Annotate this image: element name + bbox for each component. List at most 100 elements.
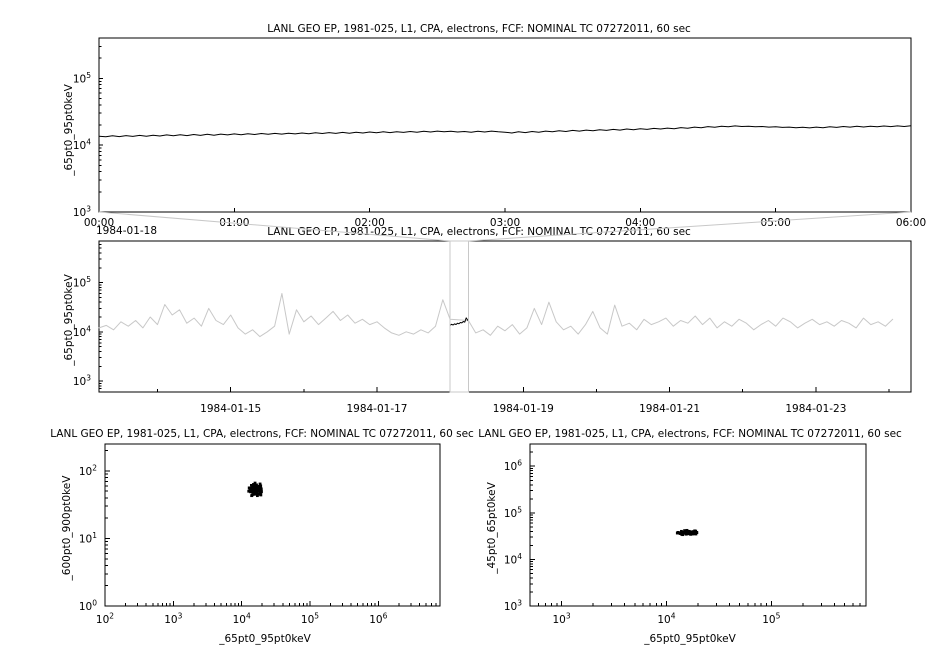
scatter-point (247, 486, 251, 490)
scatter-point (251, 489, 255, 493)
context-panel-axes (98, 240, 912, 393)
bottom-left-xtick-label: 105 (301, 612, 319, 627)
bottom-right-ytick-label: 104 (504, 552, 522, 567)
top-panel-xtick-label: 02:00 (355, 217, 385, 229)
top-panel-trace (98, 125, 912, 138)
scatter-point (259, 493, 263, 497)
scatter-point (249, 490, 252, 494)
scatter-point (688, 532, 692, 536)
context-panel-ytick-label: 104 (73, 324, 91, 339)
scatter-point (255, 494, 259, 498)
scatter-point (258, 485, 262, 489)
top-panel-xtick-label: 05:00 (761, 217, 791, 229)
context-panel-xtick-label: 1984-01-19 (493, 403, 554, 415)
scatter-point (255, 483, 258, 487)
scatter-point (256, 485, 260, 489)
bottom-right-xlabel: _65pt0_95pt0keV (643, 633, 736, 645)
scatter-point (685, 531, 689, 535)
bottom-right-xtick-label: 105 (762, 612, 780, 627)
top-panel-ticks (98, 37, 912, 213)
bottom-left-xtick-label: 106 (369, 612, 387, 627)
scatter-point (252, 484, 256, 488)
bottom-right-points (675, 528, 699, 537)
bottom-left-ytick-label: 102 (79, 463, 97, 478)
context-panel-xtick-label: 1984-01-21 (639, 403, 700, 415)
panel-top-timeseries: LANL GEO EP, 1981-025, L1, CPA, electron… (63, 23, 926, 237)
context-panel-title: LANL GEO EP, 1981-025, L1, CPA, electron… (267, 226, 691, 238)
scatter-point (253, 492, 256, 496)
scatter-point (252, 483, 255, 486)
scatter-point (687, 530, 691, 534)
scatter-point (250, 483, 253, 487)
scatter-point (260, 490, 263, 494)
top-panel-title: LANL GEO EP, 1981-025, L1, CPA, electron… (267, 23, 691, 35)
scatter-point (255, 487, 259, 491)
zoom-connector-lines (98, 211, 912, 242)
bottom-left-ticks (104, 450, 441, 607)
scatter-point (250, 494, 254, 498)
context-panel-trace (98, 293, 894, 338)
scatter-point (682, 531, 686, 535)
scatter-point (248, 488, 252, 491)
context-panel-selected-trace (449, 317, 469, 326)
scatter-point (680, 529, 683, 533)
scatter-point (254, 484, 258, 488)
scatter-point (258, 482, 262, 486)
top-panel-xtick-label: 03:00 (490, 217, 520, 229)
panel-bottom-right-scatter: LANL GEO EP, 1981-025, L1, CPA, electron… (478, 428, 902, 645)
top-panel-xtick-label: 06:00 (896, 217, 926, 229)
top-panel-date-label: 1984-01-18 (96, 225, 157, 237)
bottom-left-ylabel: _600pt0_900pt0keV (61, 475, 73, 582)
scatter-point (253, 491, 257, 494)
scatter-point (695, 531, 699, 535)
context-panel-ticklabels: 1984-01-15 1984-01-17 1984-01-19 1984-01-21… (73, 275, 847, 415)
bottom-right-xtick-label: 103 (552, 612, 570, 627)
bottom-right-ytick-label: 105 (504, 505, 522, 520)
panel-context-timeseries: LANL GEO EP, 1981-025, L1, CPA, electron… (63, 211, 912, 415)
bottom-left-axes (104, 443, 441, 607)
scatter-point (683, 529, 686, 533)
bottom-right-ytick-label: 103 (504, 599, 522, 614)
zoom-window-box[interactable] (449, 240, 469, 393)
bottom-left-ytick-label: 101 (79, 531, 97, 546)
top-panel-ticklabels: 00:00 01:00 02:00 03:00 04:00 05:00 06:0010310… (73, 71, 926, 229)
scatter-point (677, 531, 681, 535)
scatter-point (251, 485, 255, 489)
scatter-point (259, 488, 263, 491)
bottom-left-ticklabels: 102 103 104 105 106 100 101 102 (79, 463, 388, 626)
context-panel-xtick-label: 1984-01-17 (346, 403, 407, 415)
top-panel-axes (98, 37, 912, 213)
context-panel-xtick-label: 1984-01-15 (200, 403, 261, 415)
bottom-right-xtick-label: 104 (657, 612, 675, 627)
scatter-point (255, 492, 259, 496)
scatter-point (247, 489, 251, 493)
context-panel-ytick-label: 105 (73, 275, 91, 290)
top-panel-ylabel: _65pt0_95pt0keV (63, 83, 75, 176)
scatter-point (251, 491, 255, 494)
bottom-right-ticklabels: 103 104 105 103 104 105 106 (504, 459, 781, 626)
top-panel-ytick-label: 104 (73, 138, 91, 153)
bottom-right-axes (529, 443, 867, 607)
bottom-left-xtick-label: 103 (164, 612, 182, 627)
bottom-right-ylabel: _45pt0_65pt0keV (486, 481, 498, 574)
scatter-point (685, 528, 689, 532)
top-panel-ytick-label: 105 (73, 71, 91, 86)
scatter-point (691, 531, 695, 535)
context-panel-ticks (99, 240, 890, 393)
scatter-point (257, 488, 261, 492)
bottom-right-panel-title: LANL GEO EP, 1981-025, L1, CPA, electron… (478, 428, 902, 440)
top-panel-xtick-label: 00:00 (84, 217, 114, 229)
bottom-left-xlabel: _65pt0_95pt0keV (218, 633, 311, 645)
context-panel-ytick-label: 103 (73, 374, 91, 389)
bottom-left-ytick-label: 100 (79, 599, 97, 614)
bottom-right-ytick-label: 106 (504, 459, 522, 474)
context-panel-xtick-label: 1984-01-23 (785, 403, 846, 415)
bottom-left-xtick-label: 102 (96, 612, 114, 627)
scatter-point (253, 481, 257, 485)
panel-bottom-left-scatter: LANL GEO EP, 1981-025, L1, CPA, electron… (50, 428, 474, 645)
scatter-point (675, 531, 679, 535)
bottom-left-panel-title: LANL GEO EP, 1981-025, L1, CPA, electron… (50, 428, 474, 440)
context-panel-ylabel: _65pt0_95pt0keV (63, 273, 75, 366)
bottom-right-ticks (529, 443, 867, 607)
